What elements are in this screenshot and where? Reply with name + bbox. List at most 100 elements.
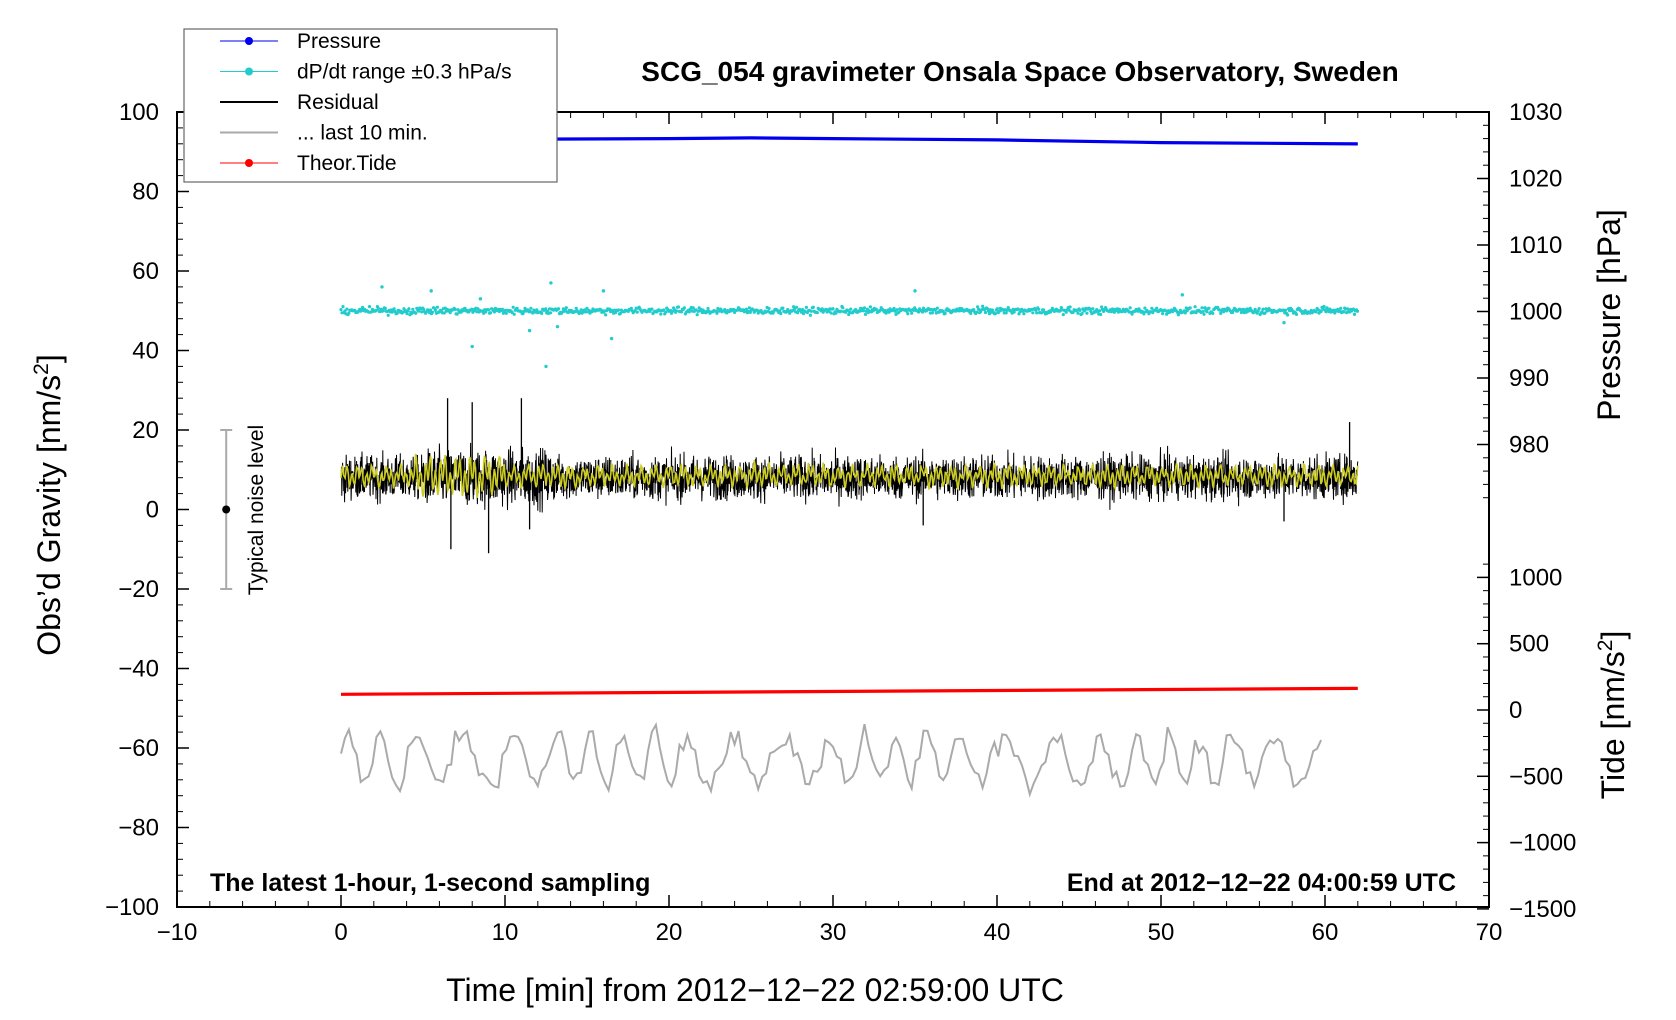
dpdt-point bbox=[941, 309, 945, 314]
dpdt-point bbox=[347, 311, 351, 315]
dpdt-point bbox=[422, 307, 426, 311]
dpdt-point bbox=[1091, 307, 1095, 311]
dpdt-point bbox=[1078, 308, 1082, 312]
dpdt-point bbox=[1155, 306, 1159, 310]
dpdt-point bbox=[1205, 310, 1209, 314]
dpdt-point bbox=[590, 310, 594, 314]
dpdt-point bbox=[981, 304, 985, 308]
dpdt-point bbox=[920, 310, 925, 314]
sampling-note: The latest 1-hour, 1-second sampling bbox=[210, 869, 650, 897]
y-axis-pressure-title: Pressure [hPa] bbox=[1591, 209, 1627, 421]
dpdt-point bbox=[854, 308, 858, 312]
dpdt-point bbox=[1219, 311, 1223, 315]
y-left-tick-label: −60 bbox=[118, 735, 159, 762]
dpdt-outlier-6 bbox=[549, 281, 553, 285]
dpdt-point bbox=[1346, 307, 1350, 311]
x-tick-label: −10 bbox=[157, 919, 198, 946]
pressure-tick-label: 1020 bbox=[1509, 166, 1562, 193]
dpdt-point bbox=[969, 311, 973, 315]
pressure-tick-label: 1030 bbox=[1509, 99, 1562, 126]
dpdt-point bbox=[977, 307, 981, 311]
dpdt-point bbox=[839, 309, 843, 313]
dpdt-outlier-12 bbox=[1282, 320, 1286, 325]
dpdt-point bbox=[1325, 306, 1329, 310]
dpdt-point bbox=[361, 305, 365, 309]
dpdt-point bbox=[811, 305, 815, 309]
dpdt-point bbox=[676, 305, 681, 309]
dpdt-point bbox=[500, 307, 504, 311]
dpdt-point bbox=[983, 310, 988, 315]
dpdt-point bbox=[1061, 313, 1065, 317]
dpdt-point bbox=[993, 312, 998, 316]
dpdt-point bbox=[1322, 304, 1326, 309]
y-left-tick-label: 20 bbox=[132, 417, 159, 444]
dpdt-point bbox=[829, 311, 833, 315]
dpdt-point bbox=[895, 308, 899, 312]
dpdt-outlier-1 bbox=[429, 289, 433, 293]
dpdt-point bbox=[706, 306, 710, 311]
dpdt-point bbox=[1085, 311, 1089, 315]
pressure-tick-label: 1000 bbox=[1509, 299, 1562, 326]
dpdt-point bbox=[392, 307, 396, 311]
dpdt-point bbox=[1031, 311, 1035, 315]
x-tick-label: 20 bbox=[656, 919, 683, 946]
y-left-tick-label: 60 bbox=[132, 258, 159, 285]
y-left-tick-label: −40 bbox=[118, 656, 159, 683]
dpdt-point bbox=[779, 311, 783, 316]
dpdt-point bbox=[616, 308, 621, 312]
dpdt-point bbox=[910, 311, 914, 315]
pressure-tick-label: 990 bbox=[1509, 365, 1549, 392]
legend-swatch-marker bbox=[245, 159, 253, 167]
dpdt-point bbox=[515, 306, 519, 310]
legend-box bbox=[183, 28, 558, 183]
dpdt-outlier-11 bbox=[1180, 293, 1185, 297]
dpdt-point bbox=[1100, 305, 1104, 309]
noise-level-bar bbox=[220, 429, 233, 590]
dpdt-point bbox=[778, 309, 782, 313]
dpdt-point bbox=[549, 311, 553, 315]
dpdt-point bbox=[716, 306, 720, 311]
dpdt-point bbox=[831, 307, 835, 311]
dpdt-point bbox=[679, 310, 684, 314]
axes-layer: −10 0 10 20 30 40 50 60 70−100−80−60−40−20020406… bbox=[105, 99, 1576, 946]
dpdt-point bbox=[1200, 306, 1204, 310]
legend-label: Pressure bbox=[297, 30, 381, 53]
dpdt-point bbox=[442, 311, 446, 315]
dpdt-point bbox=[972, 308, 976, 312]
dpdt-point bbox=[930, 311, 935, 315]
dpdt-point bbox=[487, 308, 491, 312]
dpdt-outlier-5 bbox=[544, 364, 548, 369]
dpdt-outlier-9 bbox=[609, 336, 614, 341]
dpdt-point bbox=[795, 305, 799, 309]
labels-layer: SCG_054 gravimeter Onsala Space Observat… bbox=[30, 56, 1631, 1008]
dpdt-point bbox=[386, 313, 390, 317]
dpdt-point bbox=[635, 310, 639, 314]
dpdt-point bbox=[1068, 305, 1072, 309]
dpdt-point bbox=[788, 311, 792, 315]
dpdt-point bbox=[1183, 311, 1187, 315]
y-left-tick-label: 0 bbox=[146, 497, 159, 524]
dpdt-point bbox=[435, 305, 439, 309]
tide-tick-label: 500 bbox=[1509, 631, 1549, 658]
dpdt-point bbox=[1253, 307, 1257, 311]
x-tick-label: 10 bbox=[492, 919, 519, 946]
dpdt-point bbox=[747, 306, 752, 310]
dpdt-point bbox=[691, 306, 695, 310]
dpdt-point bbox=[723, 308, 727, 312]
dpdt-point bbox=[1261, 307, 1265, 311]
dpdt-point bbox=[511, 305, 515, 309]
dpdt-point bbox=[1211, 311, 1215, 315]
end-time-note: End at 2012−12−22 04:00:59 UTC bbox=[1067, 869, 1456, 897]
dpdt-point bbox=[1035, 311, 1039, 315]
dpdt-point bbox=[428, 308, 433, 312]
dpdt-point bbox=[1071, 310, 1075, 314]
dpdt-point bbox=[804, 305, 809, 309]
dpdt-point bbox=[504, 311, 508, 315]
dpdt-point bbox=[1286, 313, 1290, 317]
tide-tick-label: −500 bbox=[1509, 763, 1563, 790]
dpdt-point bbox=[381, 309, 385, 313]
dpdt-point bbox=[715, 311, 719, 315]
series-residual bbox=[340, 442, 1359, 513]
tide-tick-label: 1000 bbox=[1509, 564, 1562, 591]
dpdt-point bbox=[719, 307, 723, 311]
